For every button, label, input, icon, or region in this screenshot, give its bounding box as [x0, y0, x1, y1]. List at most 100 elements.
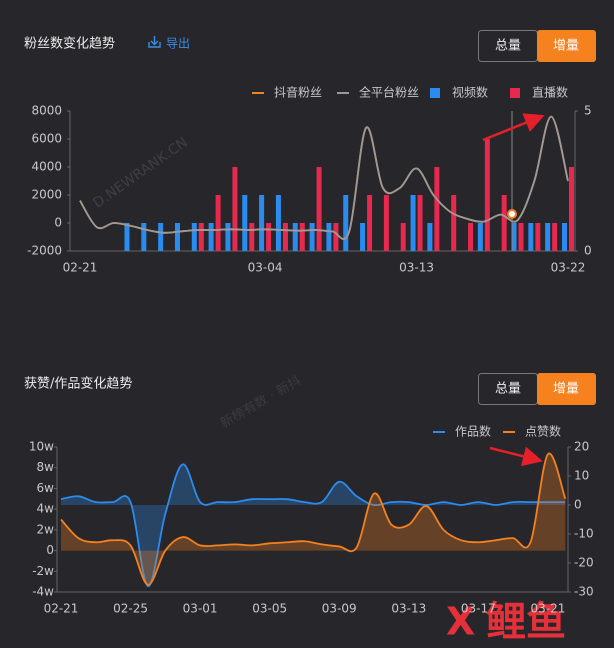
- y-tick-label: -2000: [27, 244, 62, 258]
- legend-label[interactable]: 点赞数: [525, 424, 561, 439]
- y-tick-label: 2w: [37, 522, 55, 536]
- y2-tick-label: -20: [574, 556, 594, 570]
- bar: [360, 223, 366, 251]
- bar: [535, 223, 541, 251]
- button-increment[interactable]: [537, 30, 596, 62]
- button-label[interactable]: 总量: [495, 382, 521, 397]
- legend-label[interactable]: 抖音粉丝: [274, 85, 322, 100]
- bar: [383, 195, 389, 251]
- bar: [343, 195, 349, 251]
- x-tick-label: 03-09: [322, 602, 357, 616]
- button-label[interactable]: 增量: [553, 39, 579, 54]
- button-label[interactable]: 增量: [553, 382, 579, 397]
- button-increment[interactable]: [537, 373, 596, 405]
- bar: [275, 195, 281, 251]
- logo: X: [446, 600, 475, 644]
- y-tick-label: 4000: [31, 160, 62, 174]
- bar: [259, 195, 265, 251]
- bar: [266, 223, 272, 251]
- logo: 鲤鱼: [486, 599, 566, 645]
- x-tick-label: 03-17: [461, 602, 496, 616]
- bar: [511, 223, 517, 251]
- x-tick-label: 03-13: [399, 261, 434, 275]
- bar: [198, 223, 204, 251]
- bar: [367, 195, 373, 251]
- bar: [232, 167, 238, 251]
- bar: [501, 195, 507, 251]
- y-tick-label: 6w: [37, 481, 55, 495]
- y-tick-label: 10w: [29, 440, 54, 454]
- bar: [292, 223, 298, 251]
- annotation-arrow: [489, 446, 543, 467]
- bar: [518, 223, 524, 251]
- bar: [299, 223, 305, 251]
- legend-label[interactable]: 作品数: [455, 424, 491, 439]
- bar: [468, 223, 474, 251]
- legend-icon: [510, 88, 520, 98]
- bar: [333, 223, 339, 251]
- x-tick-label: 03-22: [551, 261, 586, 275]
- bar: [434, 167, 440, 251]
- y-tick-label: 2000: [31, 188, 62, 202]
- panel-title: 粉丝数变化趋势: [24, 36, 115, 52]
- bar: [158, 223, 164, 251]
- bar: [477, 223, 483, 251]
- line-series: [79, 115, 569, 240]
- line-series: [60, 452, 567, 586]
- legend-label[interactable]: 直播数: [532, 85, 568, 100]
- chart: -2000 0 2000 4000 6000 8000 0 5 02-21 03-04 03-13 0…: [27, 85, 592, 275]
- bar: [562, 223, 567, 251]
- y2-tick-label: 20: [574, 440, 589, 454]
- bar: [427, 223, 433, 251]
- y2-tick-label: -30: [574, 585, 594, 599]
- bar: [141, 223, 147, 251]
- y-tick-label: 4w: [37, 502, 55, 516]
- bar: [215, 195, 221, 251]
- hover-point: [507, 209, 517, 219]
- bar: [545, 223, 551, 251]
- export-icon[interactable]: [148, 36, 161, 48]
- bar: [552, 223, 558, 251]
- bar: [484, 139, 490, 251]
- bar: [191, 223, 197, 251]
- legend-icon: [430, 88, 440, 98]
- bar: [249, 223, 255, 251]
- x-tick-label: 03-01: [183, 602, 218, 616]
- x-tick-label: 02-21: [44, 602, 79, 616]
- y-tick-label: 0: [46, 543, 54, 557]
- panel-title: 获赞/作品变化趋势: [24, 376, 132, 392]
- y-tick-label: -4w: [32, 585, 54, 599]
- x-tick-label: 02-21: [63, 261, 98, 275]
- chart: -4w -2w 0 2w 4w 6w 8w 10w -30 -20 -10 0 10 20 02-21 02-…: [29, 424, 594, 616]
- bar: [410, 195, 416, 251]
- area-fill: [61, 464, 566, 587]
- y2-tick-label: 0: [584, 244, 592, 258]
- legend-label[interactable]: 视频数: [452, 85, 488, 100]
- y2-tick-label: 0: [574, 498, 582, 512]
- bar: [417, 195, 423, 251]
- y2-tick-label: -10: [574, 527, 594, 541]
- line-series: [60, 463, 566, 588]
- bar: [528, 223, 534, 251]
- bar: [242, 195, 248, 251]
- x-tick-label: 03-04: [248, 261, 283, 275]
- bar: [124, 223, 130, 251]
- bar: [282, 223, 288, 251]
- watermark: 新榜有数 · 新抖: [218, 372, 304, 431]
- bar: [316, 167, 322, 251]
- export-link[interactable]: 导出: [166, 37, 190, 51]
- y-tick-label: 6000: [31, 132, 62, 146]
- y-tick-label: 8000: [31, 104, 62, 118]
- bar: [309, 223, 315, 251]
- x-tick-label: 02-25: [113, 602, 148, 616]
- bar: [569, 167, 574, 251]
- bar: [326, 223, 332, 251]
- bar: [400, 223, 406, 251]
- y2-tick-label: 5: [584, 104, 592, 118]
- legend-label[interactable]: 全平台粉丝: [359, 85, 419, 100]
- y-tick-label: -2w: [32, 564, 54, 578]
- button-label[interactable]: 总量: [495, 39, 521, 54]
- y-tick-label: 0: [54, 216, 62, 230]
